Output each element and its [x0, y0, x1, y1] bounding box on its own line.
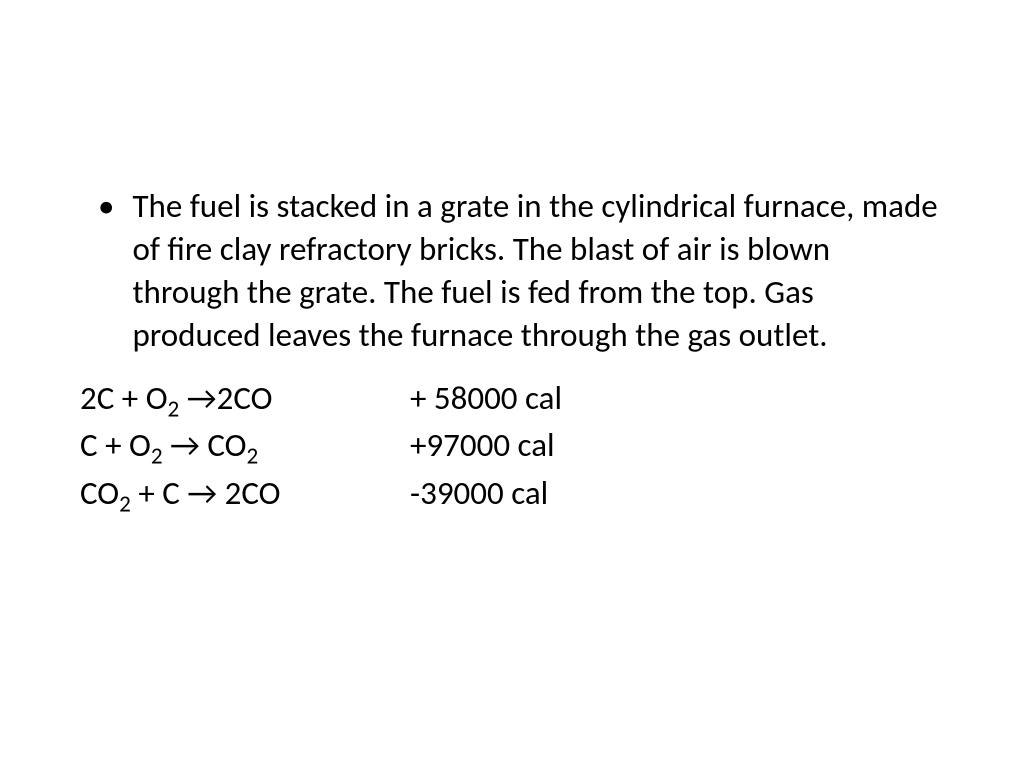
energy-2: +97000 cal — [410, 422, 555, 470]
equation-left-2: C + O2 → CO2 — [80, 422, 410, 470]
reactant-3a-base: CO — [80, 473, 119, 513]
equation-row-3: CO2 + C → 2CO -39000 cal — [80, 470, 944, 518]
equation-row-2: C + O2 → CO2 +97000 cal — [80, 422, 944, 470]
arrow-3: → — [180, 473, 225, 513]
product-2-sub: 2 — [247, 443, 259, 471]
reactant-3b: C — [162, 473, 180, 513]
plus-2: + — [98, 425, 129, 465]
energy-1: + 58000 cal — [410, 375, 562, 423]
arrow-2: → — [163, 425, 208, 465]
plus-1: + — [114, 378, 145, 418]
reactant-1b-base: O — [146, 378, 168, 418]
equation-left-1: 2C + O2 →2CO — [80, 375, 410, 423]
reactant-2b-sub: 2 — [151, 443, 163, 471]
reactant-3a-sub: 2 — [119, 491, 131, 519]
bullet-text: The fuel is stacked in a grate in the cy… — [132, 185, 944, 357]
energy-3: -39000 cal — [410, 470, 548, 518]
bullet-marker: • — [98, 185, 114, 357]
reactant-2b-base: O — [129, 425, 151, 465]
equation-row-1: 2C + O2 →2CO + 58000 cal — [80, 375, 944, 423]
product-1: 2CO — [217, 378, 273, 418]
product-3: 2CO — [225, 473, 281, 513]
reactant-1b-sub: 2 — [168, 395, 180, 423]
product-2-base: CO — [207, 425, 246, 465]
plus-3: + — [131, 473, 162, 513]
bullet-list-item: • The fuel is stacked in a grate in the … — [80, 185, 944, 357]
reactant-2a: C — [80, 425, 98, 465]
equation-left-3: CO2 + C → 2CO — [80, 470, 410, 518]
reactant-1a: 2C — [80, 378, 114, 418]
arrow-1: → — [179, 378, 216, 418]
